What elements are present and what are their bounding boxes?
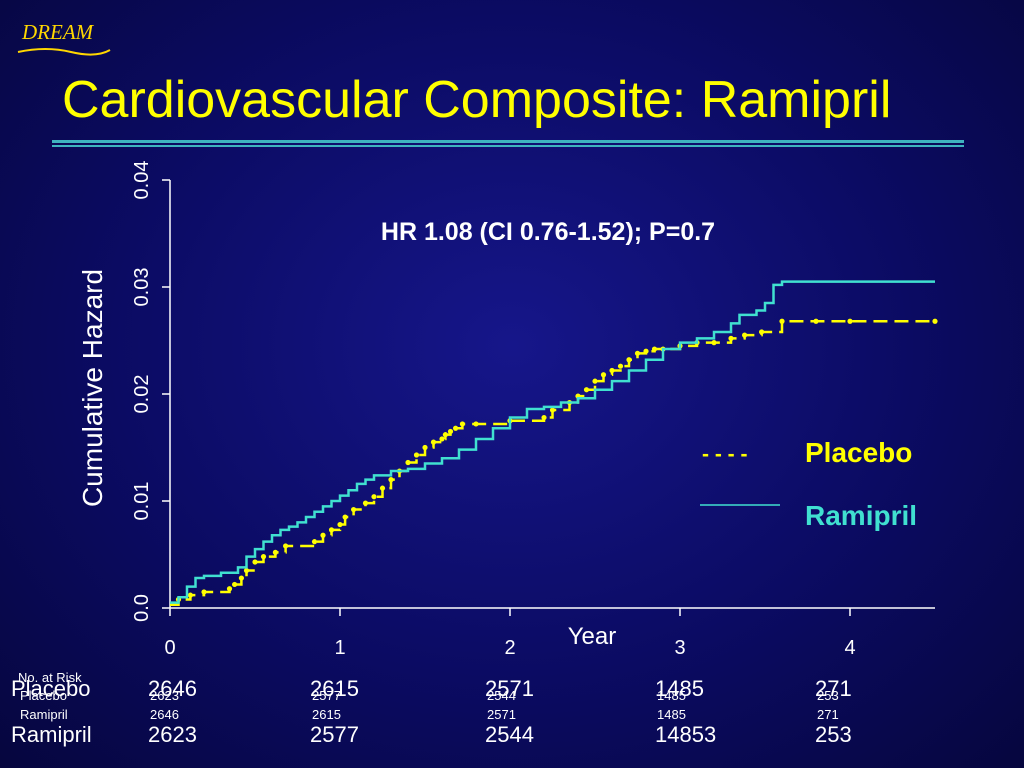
placebo-censor-point — [583, 387, 590, 393]
risk-value-small: 2571 — [487, 707, 516, 722]
placebo-censor-point — [201, 589, 207, 595]
placebo-censor-point — [243, 567, 250, 574]
placebo-censor-point — [260, 554, 267, 560]
risk-value: 2623 — [148, 722, 197, 747]
risk-row-label: Ramipril — [11, 722, 92, 747]
risk-row-label-small: Ramipril — [20, 707, 68, 722]
placebo-censor-point — [238, 575, 244, 581]
y-tick-label: 0.04 — [131, 161, 153, 200]
placebo-censor-point — [283, 543, 289, 549]
risk-value-small: 2544 — [487, 688, 516, 703]
x-axis-label: Year — [568, 623, 617, 650]
placebo-censor-point — [541, 414, 547, 421]
x-tick-label: 4 — [844, 637, 855, 659]
risk-value-small: 2615 — [312, 707, 341, 722]
placebo-censor-point — [187, 592, 193, 598]
x-tick-label: 0 — [164, 637, 175, 659]
placebo-censor-point — [626, 357, 632, 363]
placebo-censor-point — [711, 340, 717, 346]
risk-row-label-small: Placebo — [20, 688, 67, 703]
series-line-ramipril — [170, 280, 935, 604]
placebo-censor-point — [328, 527, 335, 533]
placebo-censor-point — [342, 514, 348, 520]
placebo-censor-point — [617, 363, 624, 369]
placebo-censor-point — [600, 372, 607, 378]
placebo-censor-point — [592, 378, 598, 384]
risk-value-small: 253 — [817, 688, 839, 703]
legend-placebo-label: Placebo — [805, 437, 912, 468]
y-axis-label: Cumulative Hazard — [77, 269, 108, 507]
dream-logo: DREAM — [17, 20, 111, 56]
risk-value: 2544 — [485, 722, 534, 747]
y-tick-label: 0.02 — [131, 375, 153, 414]
hazard-ratio-annotation: HR 1.08 (CI 0.76-1.52); P=0.7 — [381, 218, 715, 246]
placebo-censor-point — [439, 436, 445, 442]
placebo-censor-point — [847, 318, 853, 324]
risk-value: 1485 — [655, 676, 704, 701]
placebo-censor-point — [320, 532, 326, 538]
placebo-censor-point — [351, 506, 357, 513]
x-tick-label: 3 — [674, 637, 685, 659]
x-tick-label: 2 — [504, 637, 515, 659]
placebo-censor-point — [252, 559, 258, 565]
placebo-censor-point — [651, 346, 658, 352]
risk-value-small: 2577 — [312, 688, 341, 703]
placebo-censor-point — [232, 581, 238, 588]
placebo-censor-point — [779, 318, 785, 324]
x-tick-label: 1 — [334, 637, 345, 659]
risk-value-small: 271 — [817, 707, 839, 722]
risk-value: 2646 — [148, 676, 197, 701]
placebo-censor-point — [609, 367, 615, 374]
placebo-censor-point — [473, 421, 479, 427]
placebo-censor-point — [362, 500, 369, 506]
placebo-censor-point — [742, 332, 748, 338]
risk-value-small: 1485 — [657, 707, 686, 722]
risk-value: 14853 — [655, 722, 717, 747]
placebo-censor-point — [311, 539, 318, 545]
placebo-censor-point — [728, 335, 734, 341]
placebo-censor-point — [272, 549, 278, 555]
title-divider-thin — [52, 145, 964, 147]
y-tick-label: 0.03 — [131, 268, 153, 307]
risk-value: 271 — [815, 676, 852, 701]
y-tick-label: 0.0 — [131, 594, 153, 622]
risk-value-small: 1485 — [657, 688, 686, 703]
risk-value-small: 2623 — [150, 688, 179, 703]
risk-value: 2615 — [310, 676, 359, 701]
placebo-censor-point — [226, 586, 233, 592]
placebo-censor-point — [549, 407, 556, 413]
title-divider — [52, 140, 964, 143]
risk-value: 2571 — [485, 676, 534, 701]
placebo-censor-point — [447, 428, 454, 435]
placebo-censor-point — [405, 459, 411, 466]
placebo-censor-point — [337, 521, 343, 528]
risk-value: 253 — [815, 722, 852, 747]
placebo-censor-point — [932, 318, 938, 324]
placebo-censor-point — [413, 452, 420, 458]
placebo-censor-point — [813, 318, 819, 324]
placebo-censor-point — [453, 425, 459, 431]
page-title: Cardiovascular Composite: Ramipril — [62, 71, 892, 129]
placebo-censor-point — [442, 432, 448, 438]
placebo-censor-point — [422, 444, 428, 451]
y-tick-label: 0.01 — [131, 482, 153, 521]
placebo-censor-point — [430, 439, 437, 445]
legend-ramipril-label: Ramipril — [805, 500, 917, 531]
risk-table-header: No. at Risk — [18, 670, 82, 685]
placebo-censor-point — [634, 350, 641, 356]
legend-placebo-marker: - - - - — [702, 443, 747, 466]
placebo-censor-point — [388, 477, 394, 483]
placebo-censor-point — [379, 485, 386, 491]
placebo-censor-point — [759, 329, 765, 335]
risk-row-label: Placebo — [11, 676, 91, 701]
logo-swoosh-icon — [17, 48, 111, 56]
placebo-censor-point — [459, 421, 465, 427]
placebo-censor-point — [371, 494, 377, 500]
risk-value: 2577 — [310, 722, 359, 747]
risk-value-small: 2646 — [150, 707, 179, 722]
placebo-censor-point — [643, 348, 649, 354]
